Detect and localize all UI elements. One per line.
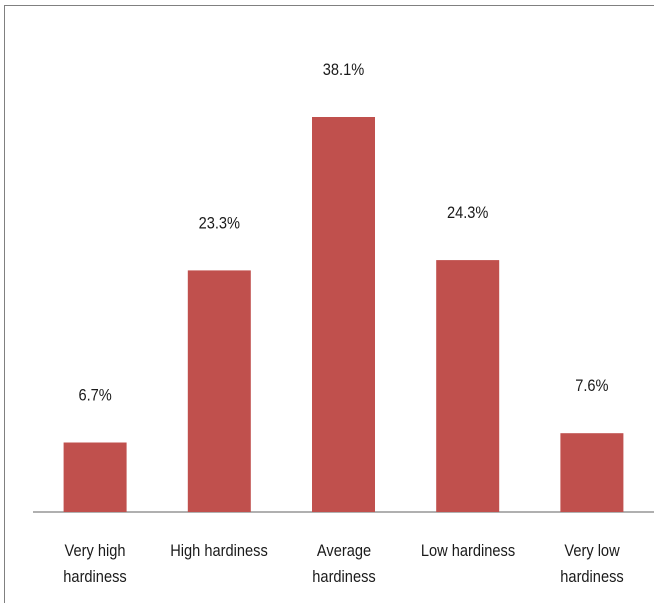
bar-1 (187, 270, 251, 512)
data-label-3: 24.3% (447, 204, 488, 222)
category-label-2: Average hardiness (288, 538, 400, 590)
bar-4 (560, 433, 624, 512)
bar-2 (312, 117, 375, 512)
category-label-line: hardiness (311, 567, 376, 586)
data-label-0: 6.7% (78, 387, 111, 405)
category-label-1: High hardiness (163, 538, 275, 564)
category-label-0: Very high hardiness (39, 538, 151, 590)
data-label-4: 7.6% (575, 377, 608, 395)
category-label-3: Low hardiness (412, 538, 524, 564)
bar-0 (63, 442, 127, 512)
category-label-line: High hardiness (170, 541, 269, 560)
data-label-1: 23.3% (199, 214, 240, 232)
category-label-line: hardiness (63, 567, 127, 586)
category-label-line: Very low (564, 541, 620, 560)
category-label-line: Low hardiness (420, 541, 515, 560)
bar-3 (436, 260, 500, 512)
category-label-line: Very high (64, 541, 126, 560)
category-label-line: Average (316, 541, 371, 560)
data-label-2: 38.1% (323, 61, 364, 79)
category-label-line: hardiness (560, 567, 624, 586)
category-label-4: Very low hardiness (536, 538, 648, 590)
